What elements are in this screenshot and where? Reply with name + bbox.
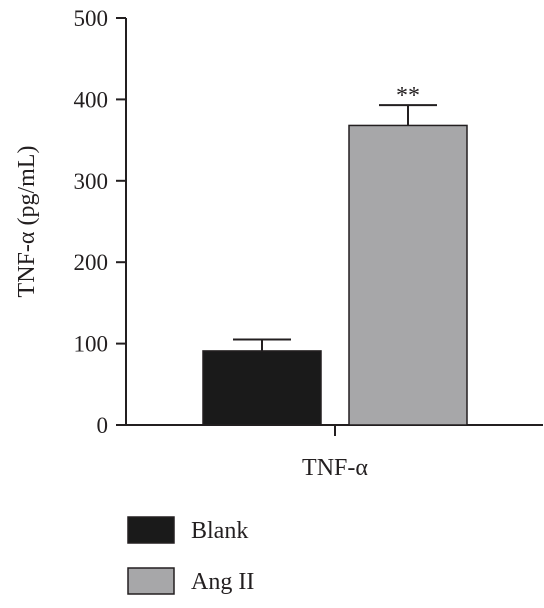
y-tick-label: 400 [74,87,109,112]
legend-swatch-ang-ii [127,567,175,595]
y-tick-label: 500 [74,6,109,31]
y-tick-label: 0 [97,413,109,438]
legend-label-blank: Blank [191,518,248,544]
legend-label-ang-ii: Ang II [191,569,254,595]
y-axis: 0 100 200 300 400 500 TNF-α (pg/mL) [14,6,127,438]
x-axis: TNF-α [126,424,543,481]
legend: Blank Ang II [127,516,254,595]
y-tick-label: 100 [74,332,109,357]
y-axis-title: TNF-α (pg/mL) [14,146,40,298]
bar-ang-ii [348,124,468,426]
significance-annotation: ** [396,83,420,109]
y-tick-label: 300 [74,169,109,194]
bar-blank [202,350,322,426]
y-tick-label: 200 [74,250,109,275]
x-category-label: TNF-α [302,455,368,481]
bars: ** [202,83,468,426]
legend-swatch-blank [127,516,175,544]
